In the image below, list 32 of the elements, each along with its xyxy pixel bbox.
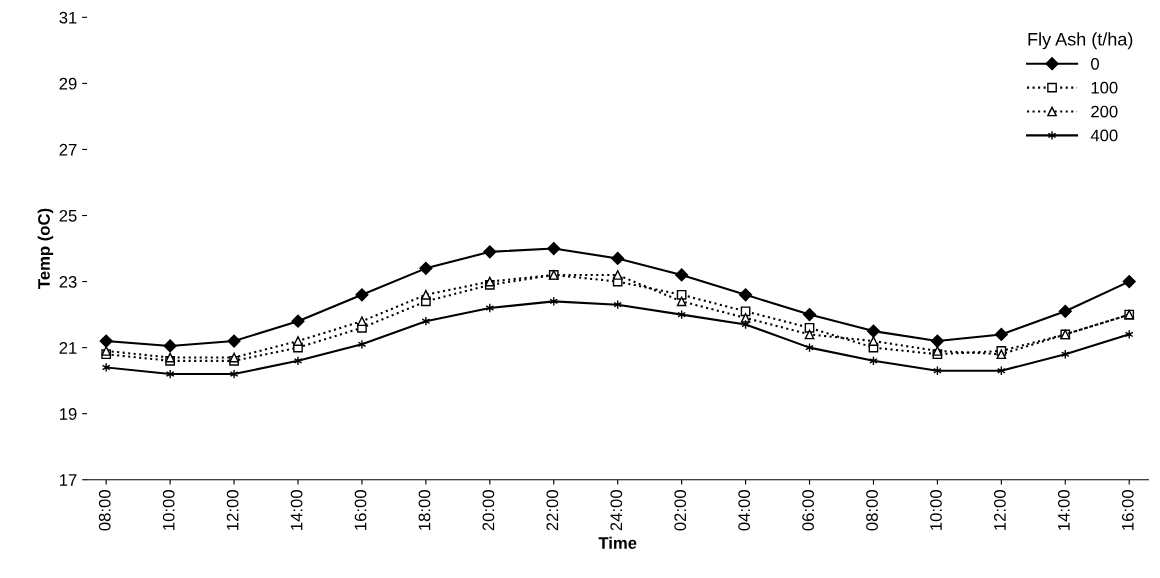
x-tick-label: 12:00 xyxy=(226,490,239,530)
y-tick-label: 31 xyxy=(59,11,77,24)
x-tick-label: 24:00 xyxy=(610,490,623,531)
y-tick-label: 17 xyxy=(60,474,77,486)
legend-title: Fly Ash (t/ha) xyxy=(1028,32,1133,50)
x-tick-label: 22:00 xyxy=(546,490,559,531)
x-tick-label: 04:00 xyxy=(738,490,751,531)
x-tick-label: 20:00 xyxy=(482,490,495,531)
legend-label: 200 xyxy=(1091,105,1118,118)
y-tick-label: 29 xyxy=(59,77,77,90)
x-axis-title: Time xyxy=(598,536,637,549)
y-tick-label: 27 xyxy=(59,143,77,156)
x-tick-label: 10:00 xyxy=(930,490,942,530)
x-tick-label: 06:00 xyxy=(802,490,814,531)
y-tick-label: 25 xyxy=(59,209,77,222)
y-tick-label: 19 xyxy=(60,408,77,420)
x-tick-label: 10:00 xyxy=(162,490,175,530)
x-tick-label: 18:00 xyxy=(418,490,431,530)
x-tick-label: 08:00 xyxy=(866,490,878,531)
legend-label: 0 xyxy=(1091,57,1099,70)
y-tick-label: 23 xyxy=(59,275,77,288)
x-tick-label: 02:00 xyxy=(674,490,687,531)
x-tick-label: 16:00 xyxy=(354,490,367,530)
x-tick-label: 16:00 xyxy=(1121,490,1134,530)
legend-label: 400 xyxy=(1090,129,1118,142)
y-tick-label: 21 xyxy=(59,342,77,354)
x-tick-label: 14:00 xyxy=(290,490,303,530)
x-tick-label: 14:00 xyxy=(1057,490,1070,530)
x-tick-label: 12:00 xyxy=(994,490,1006,530)
legend-label: 100 xyxy=(1091,81,1118,94)
y-axis-title: Temp (oC) xyxy=(37,208,54,289)
x-tick-label: 08:00 xyxy=(98,490,111,531)
